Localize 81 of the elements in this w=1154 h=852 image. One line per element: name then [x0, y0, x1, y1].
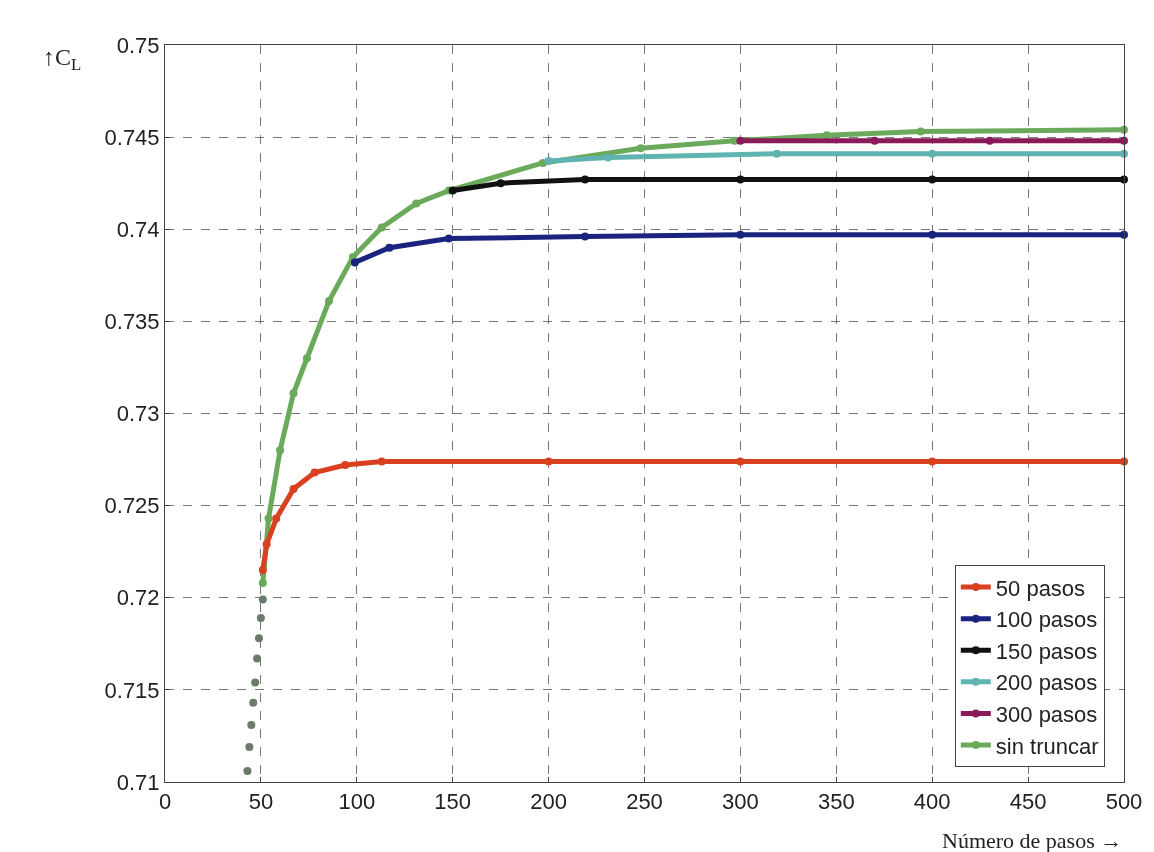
- x-tick-label: 0: [158, 789, 172, 815]
- x-tick-label: 100: [338, 789, 376, 815]
- point: [581, 175, 590, 184]
- legend-label: sin truncar: [995, 733, 1099, 759]
- point: [736, 457, 745, 466]
- point: [444, 234, 453, 243]
- point: [1120, 175, 1128, 184]
- point: [581, 232, 590, 241]
- point: [251, 678, 260, 687]
- point: [928, 175, 937, 184]
- point: [736, 175, 745, 184]
- point: [928, 230, 937, 239]
- point: [377, 457, 386, 466]
- point: [1120, 230, 1128, 239]
- point: [254, 634, 263, 643]
- point: [448, 186, 457, 195]
- point: [276, 446, 285, 455]
- point: [289, 389, 298, 398]
- y-tick-label: 0.71: [116, 769, 160, 795]
- x-tick-label: 150: [434, 789, 472, 815]
- point: [377, 223, 386, 232]
- y-tick-label: 0.745: [104, 124, 160, 150]
- point: [350, 258, 359, 267]
- point: [310, 468, 319, 477]
- point: [249, 698, 258, 707]
- point: [341, 461, 350, 470]
- point: [247, 720, 256, 729]
- x-tick-label: 500: [1105, 789, 1143, 815]
- point: [289, 485, 298, 494]
- x-tick-label: 450: [1009, 789, 1047, 815]
- legend-label: 50 pasos: [995, 575, 1086, 601]
- point: [385, 243, 394, 252]
- point: [822, 131, 831, 140]
- point: [928, 149, 937, 158]
- x-tick-label: 350: [817, 789, 855, 815]
- x-tick-label: 400: [913, 789, 951, 815]
- x-tick-label: 200: [530, 789, 567, 815]
- point: [324, 297, 333, 306]
- point: [1120, 125, 1128, 134]
- x-tick-label: 300: [722, 789, 759, 815]
- point: [302, 354, 311, 363]
- point: [256, 614, 265, 623]
- legend-label: 150 pasos: [995, 638, 1098, 664]
- point: [870, 136, 879, 145]
- legend-label: 100 pasos: [995, 607, 1098, 633]
- point: [604, 153, 613, 162]
- point: [928, 457, 937, 466]
- y-tick-label: 0.735: [104, 309, 160, 335]
- point: [636, 144, 645, 153]
- y-tick-label: 0.715: [104, 677, 160, 703]
- point: [258, 595, 267, 604]
- y-tick-label: 0.75: [116, 32, 160, 58]
- x-tick-label: 50: [248, 789, 274, 815]
- point: [264, 514, 273, 523]
- point: [258, 579, 267, 588]
- point: [544, 157, 553, 166]
- point: [916, 127, 925, 136]
- point: [544, 457, 553, 466]
- point: [736, 230, 745, 239]
- point: [736, 136, 745, 145]
- y-tick-label: 0.725: [104, 493, 160, 519]
- point: [772, 149, 781, 158]
- point: [1120, 457, 1128, 466]
- point: [1120, 136, 1128, 145]
- legend-label: 200 pasos: [995, 670, 1098, 696]
- point: [985, 136, 994, 145]
- point: [243, 766, 252, 775]
- point: [245, 742, 254, 751]
- point: [253, 654, 262, 663]
- point: [272, 514, 281, 523]
- x-tick-label: 250: [626, 789, 663, 815]
- y-axis-title: ↑C$_{L}$: [43, 44, 82, 75]
- point: [412, 199, 421, 208]
- y-tick-label: 0.72: [116, 585, 160, 611]
- x-axis-title: Número de pasos →: [942, 828, 1123, 852]
- point: [496, 179, 505, 188]
- point: [258, 566, 267, 575]
- point: [262, 540, 271, 549]
- legend-label: 300 pasos: [995, 702, 1098, 728]
- y-tick-label: 0.74: [116, 216, 160, 242]
- y-tick-label: 0.73: [116, 401, 160, 427]
